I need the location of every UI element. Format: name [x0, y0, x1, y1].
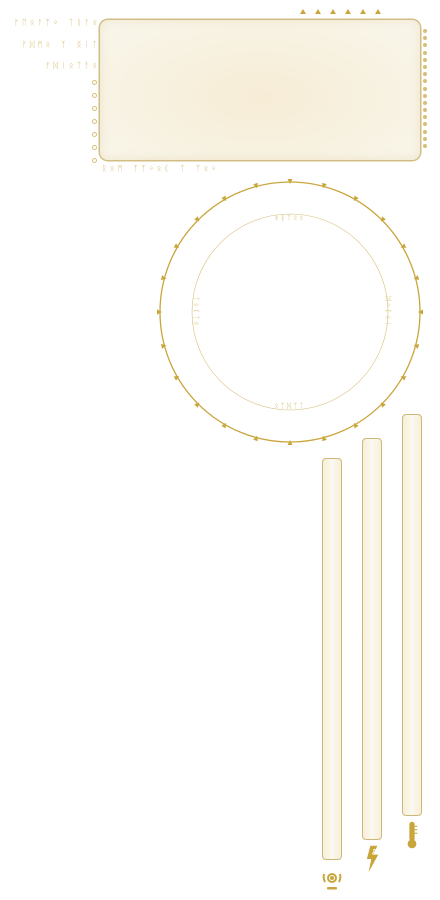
- panel-right-scroll-track[interactable]: [423, 29, 427, 148]
- scroll-dot: [423, 64, 427, 69]
- radar-tick: [287, 179, 293, 184]
- radar-tick: [322, 182, 327, 189]
- scroll-dot: [423, 57, 427, 62]
- temperature-gauge: [402, 414, 422, 816]
- scroll-dot: [423, 122, 427, 127]
- power-core-icon: [322, 873, 342, 890]
- radar-tick: [354, 195, 359, 202]
- scroll-dot: [423, 136, 427, 141]
- radar-tick: [400, 376, 407, 381]
- marker-triangle: [315, 9, 321, 14]
- indicator-dot: [92, 93, 97, 98]
- scroll-dot: [423, 79, 427, 84]
- marker-triangle: [330, 9, 336, 14]
- radar-inner-ring: [191, 213, 389, 411]
- energy-gauge: [362, 438, 382, 840]
- radar-tick: [413, 344, 420, 349]
- indicator-dot: [92, 119, 97, 124]
- radar-tick: [287, 440, 293, 445]
- scroll-dot: [423, 144, 427, 148]
- radar-tick: [157, 309, 162, 315]
- radar-compass[interactable]: ᛄᛒᛉᛟᛟ ᛟᛉᛞᛉᛏ ᛉᛟᛕᛉᛟ ᛞᛜᛕᛟᛁ: [150, 172, 430, 452]
- header-glyph-line-2: ᚨᛞᛗᛟ ᛉ ᛝᛁᛏ: [21, 40, 100, 49]
- radar-tick: [173, 376, 180, 381]
- scroll-dot: [423, 129, 427, 134]
- header-glyph-line-3: ᚠᛞᛁᛟᛏᚨᛟ: [45, 61, 100, 70]
- scroll-dot: [423, 29, 427, 33]
- scroll-dot: [423, 43, 427, 48]
- marker-triangle: [360, 9, 366, 14]
- scroll-dot: [423, 108, 427, 113]
- power-gauge: [322, 458, 342, 860]
- indicator-dot: [92, 80, 97, 85]
- scroll-dot: [423, 115, 427, 120]
- scroll-dot: [423, 100, 427, 105]
- top-marker-row: [300, 9, 381, 14]
- radar-tick: [413, 275, 420, 280]
- scroll-dot: [423, 36, 427, 41]
- scroll-dot: [423, 86, 427, 91]
- marker-triangle: [345, 9, 351, 14]
- indicator-dot: [92, 132, 97, 137]
- radar-tick: [418, 309, 423, 315]
- radar-label-south: ᛟᛉᛞᛉᛏ: [275, 402, 306, 410]
- indicator-dot: [92, 145, 97, 150]
- radar-tick: [160, 344, 167, 349]
- panel-left-indicators: [92, 80, 97, 163]
- radar-tick: [322, 435, 327, 442]
- radar-tick: [221, 195, 226, 202]
- radar-tick: [173, 243, 180, 248]
- panel-footer-glyphs: ᚱᛟᛗ ᛉᛉᛜᛟᛕ ᛏ ᛉᛟᛜ: [102, 164, 220, 173]
- indicator-dot: [92, 158, 97, 163]
- radar-label-north: ᛄᛒᛉᛟᛟ: [275, 214, 306, 222]
- radar-tick: [354, 422, 359, 429]
- scroll-dot: [423, 72, 427, 77]
- header-glyph-line-1: ᚠᛖᛟᚨᛉᛜ ᛏᚱᚨᛟ: [14, 18, 100, 27]
- scroll-dot: [423, 93, 427, 98]
- indicator-dot: [92, 106, 97, 111]
- radar-tick: [221, 422, 226, 429]
- radar-tick: [253, 182, 258, 189]
- radar-label-west: ᛉᛟᛕᛉᛟ: [192, 297, 200, 328]
- radar-tick-marks: [157, 179, 423, 445]
- marker-triangle: [375, 9, 381, 14]
- radar-tick: [160, 275, 167, 280]
- radar-label-east: ᛞᛜᛕᛟᛁ: [384, 297, 392, 328]
- marker-triangle: [300, 9, 306, 14]
- message-panel[interactable]: [100, 20, 420, 160]
- scroll-dot: [423, 50, 427, 55]
- lightning-bolt-icon: [366, 845, 379, 873]
- radar-tick: [253, 435, 258, 442]
- radar-tick: [400, 243, 407, 248]
- thermometer-icon: [407, 821, 418, 849]
